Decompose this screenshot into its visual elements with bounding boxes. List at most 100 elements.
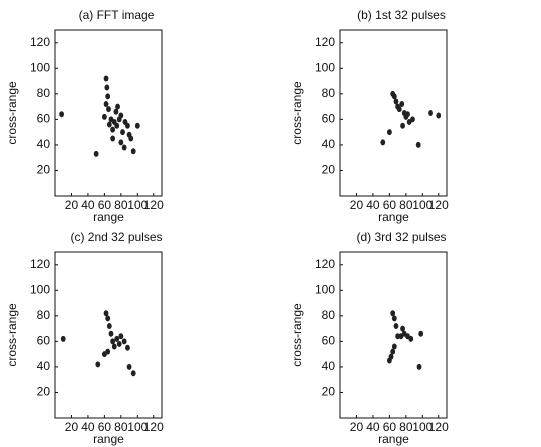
x-tick-label: 120 xyxy=(429,198,449,212)
point xyxy=(391,315,397,322)
x-tick-label: 40 xyxy=(81,198,95,212)
y-axis-label: cross-range xyxy=(290,303,304,367)
y-tick-label: 120 xyxy=(315,257,335,271)
point xyxy=(391,343,397,350)
x-tick-label: 120 xyxy=(144,198,164,212)
y-tick-label: 20 xyxy=(37,163,51,177)
point xyxy=(110,338,116,345)
point xyxy=(103,310,109,317)
point xyxy=(400,325,405,332)
x-tick-label: 100 xyxy=(127,198,147,212)
x-tick-label: 40 xyxy=(366,420,380,434)
y-tick-label: 120 xyxy=(30,257,50,271)
point xyxy=(118,112,124,119)
point xyxy=(101,113,107,120)
x-axis-label: range xyxy=(93,432,124,446)
point xyxy=(105,93,111,100)
point xyxy=(121,144,127,151)
y-tick-label: 120 xyxy=(315,35,335,49)
x-tick-label: 100 xyxy=(127,420,147,434)
x-tick-label: 60 xyxy=(383,198,397,212)
point xyxy=(101,351,107,358)
x-tick-label: 20 xyxy=(350,420,364,434)
x-tick-label: 20 xyxy=(350,198,364,212)
point xyxy=(415,141,421,148)
point xyxy=(418,330,424,337)
y-tick-label: 40 xyxy=(322,137,336,151)
y-tick-label: 120 xyxy=(30,35,50,49)
point xyxy=(126,363,132,370)
point xyxy=(395,333,401,340)
y-tick-label: 40 xyxy=(37,359,51,373)
point xyxy=(106,323,112,330)
x-axis-label: range xyxy=(378,432,409,446)
x-tick-label: 20 xyxy=(65,420,79,434)
point xyxy=(134,122,140,129)
x-tick-label: 60 xyxy=(98,198,112,212)
y-tick-label: 80 xyxy=(37,308,51,322)
point xyxy=(125,344,130,351)
y-tick-label: 80 xyxy=(37,86,51,100)
plot-frame xyxy=(54,29,163,197)
y-tick-label: 60 xyxy=(322,334,336,348)
y-tick-label: 60 xyxy=(37,112,51,126)
panel-title: (a) FFT image xyxy=(79,8,155,22)
y-tick-label: 100 xyxy=(315,60,335,74)
point xyxy=(416,363,422,370)
point xyxy=(105,315,111,322)
point xyxy=(125,122,130,129)
y-tick-label: 60 xyxy=(322,112,336,126)
x-tick-label: 100 xyxy=(412,198,432,212)
point xyxy=(410,116,415,123)
x-tick-label: 60 xyxy=(383,420,397,434)
point xyxy=(393,323,399,330)
point xyxy=(103,75,109,82)
plot-frame xyxy=(339,29,448,197)
plot-frame xyxy=(339,251,448,419)
point xyxy=(115,103,120,110)
point xyxy=(103,101,109,108)
x-tick-label: 80 xyxy=(399,420,413,434)
point xyxy=(95,361,101,368)
point xyxy=(405,111,410,118)
x-tick-label: 100 xyxy=(412,420,432,434)
point xyxy=(391,93,397,100)
point xyxy=(118,139,124,146)
point xyxy=(408,335,414,342)
point xyxy=(60,335,66,342)
point xyxy=(110,135,116,142)
point xyxy=(428,110,433,116)
point xyxy=(114,122,120,129)
x-tick-label: 120 xyxy=(144,420,164,434)
x-tick-label: 40 xyxy=(81,420,95,434)
point xyxy=(120,129,125,136)
point xyxy=(130,148,136,155)
x-tick-label: 20 xyxy=(65,198,79,212)
y-tick-label: 100 xyxy=(315,282,335,296)
point xyxy=(396,106,402,113)
y-tick-label: 100 xyxy=(30,282,50,296)
y-axis-label: cross-range xyxy=(5,303,19,367)
y-axis-label: cross-range xyxy=(5,81,19,145)
panel-title: (b) 1st 32 pulses xyxy=(357,8,446,22)
y-tick-label: 40 xyxy=(37,137,51,151)
point xyxy=(399,101,405,108)
point xyxy=(106,106,111,113)
point xyxy=(386,129,392,136)
point xyxy=(118,333,124,340)
plot-frame xyxy=(54,251,163,419)
panel-title: (c) 2nd 32 pulses xyxy=(70,230,162,244)
point xyxy=(130,370,136,377)
point xyxy=(108,330,114,337)
point xyxy=(128,135,134,142)
point xyxy=(393,98,399,105)
y-axis-label: cross-range xyxy=(290,81,304,145)
y-tick-label: 80 xyxy=(322,86,336,100)
y-tick-label: 60 xyxy=(37,334,51,348)
point xyxy=(113,108,119,115)
y-tick-label: 20 xyxy=(322,163,336,177)
